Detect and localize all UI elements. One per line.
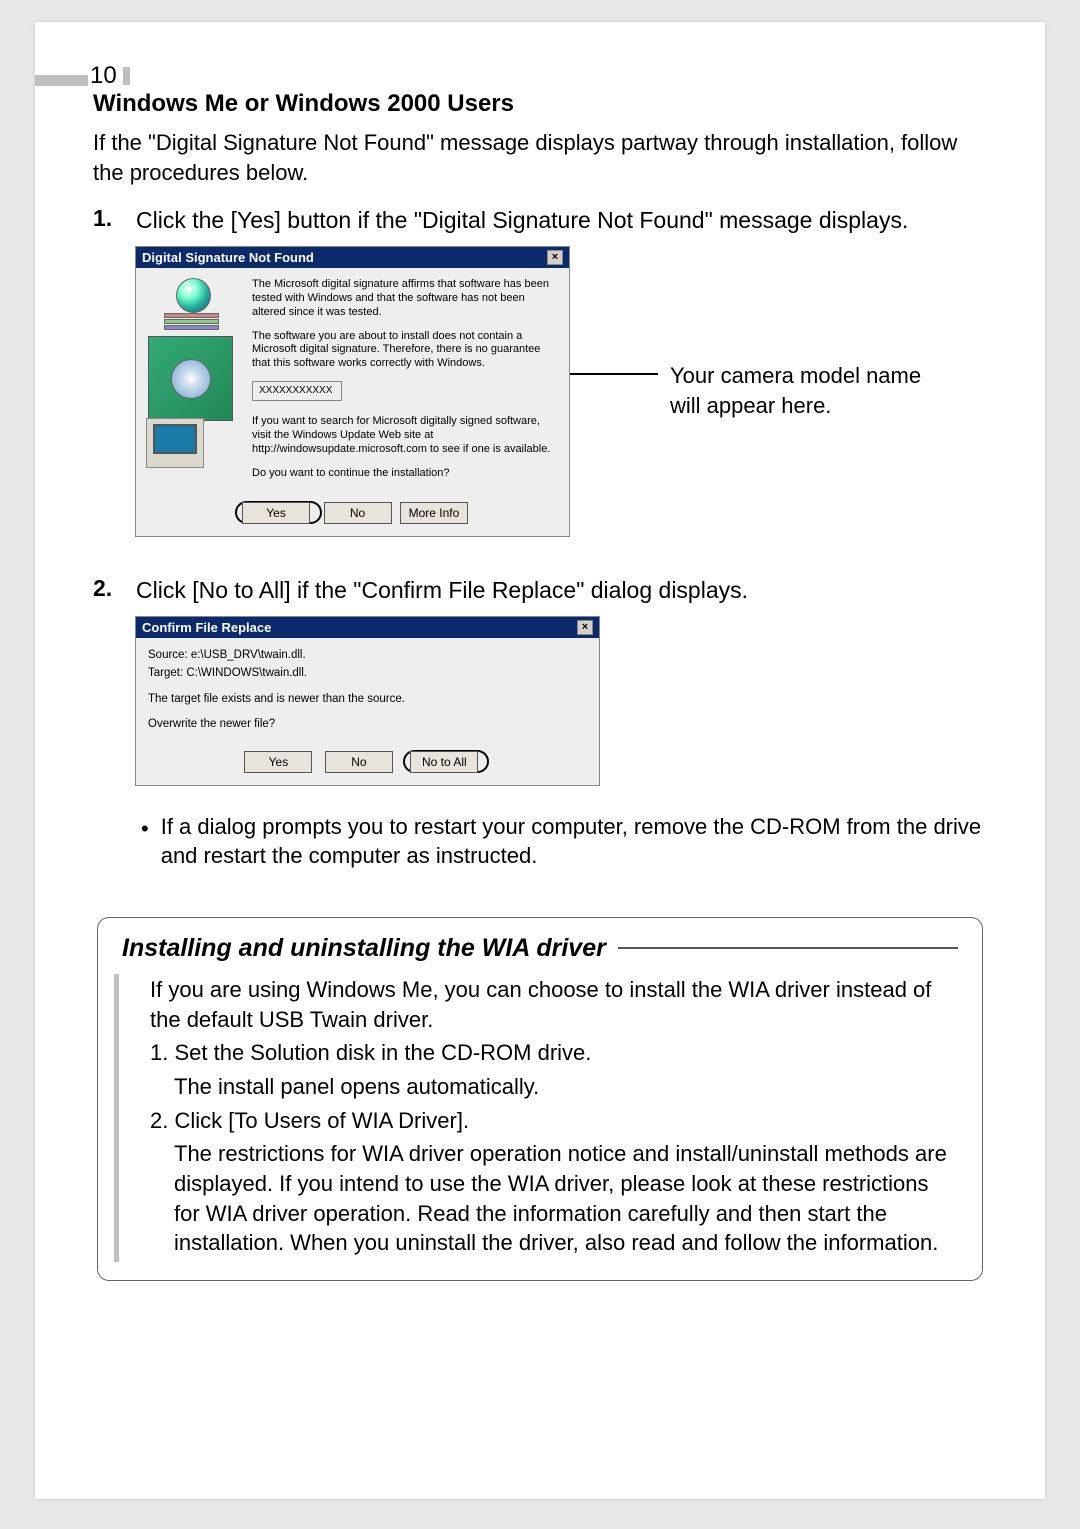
yes-button[interactable]: Yes <box>242 502 310 524</box>
dialog-button-row: Yes No No to All <box>136 751 599 785</box>
dialog-titlebar: Digital Signature Not Found × <box>136 247 569 268</box>
dialog-msg: The target file exists and is newer than… <box>148 692 587 708</box>
step-text: Click [No to All] if the "Confirm File R… <box>136 575 748 606</box>
dialog-button-row: Yes No More Info <box>136 502 569 536</box>
dialog-msg: Overwrite the newer file? <box>148 717 587 733</box>
box-step-2: 2. Click [To Users of WIA Driver]. <box>150 1106 958 1136</box>
model-name-field: XXXXXXXXXXX <box>252 381 342 402</box>
callout-line1: Your camera model name <box>670 363 921 388</box>
callout: Your camera model name will appear here. <box>570 361 987 420</box>
bullet-marker: • <box>141 814 149 871</box>
close-icon[interactable]: × <box>547 250 563 265</box>
dialog-titlebar: Confirm File Replace × <box>136 617 599 638</box>
dialog-source-line: Source: e:\USB_DRV\twain.dll. <box>148 648 587 664</box>
figure-1-wrap: Digital Signature Not Found × <box>135 246 987 537</box>
no-button[interactable]: No <box>325 751 393 773</box>
dialog-para: If you want to search for Microsoft digi… <box>252 415 559 456</box>
cd-art-icon <box>148 336 233 421</box>
box-title-rule <box>618 947 958 949</box>
dialog-para: The software you are about to install do… <box>252 330 559 371</box>
globe-icon <box>176 278 211 313</box>
box-intro: If you are using Windows Me, you can cho… <box>150 975 958 1034</box>
page-number: 10 <box>90 62 130 90</box>
page-content: Windows Me or Windows 2000 Users If the … <box>35 40 1045 1281</box>
bullet-text: If a dialog prompts you to restart your … <box>161 812 987 871</box>
step-number: 1. <box>93 205 118 236</box>
dialog-title-text: Digital Signature Not Found <box>142 250 314 265</box>
dialog-text-column: The Microsoft digital signature affirms … <box>244 278 559 490</box>
more-info-button[interactable]: More Info <box>400 502 468 524</box>
callout-line <box>570 373 658 375</box>
page-number-text: 10 <box>90 62 117 89</box>
dialog-title-text: Confirm File Replace <box>142 620 271 635</box>
step-number: 2. <box>93 575 118 606</box>
cd-disc-icon <box>171 359 211 399</box>
dialog-para: The Microsoft digital signature affirms … <box>252 278 559 319</box>
document-page: 10 Windows Me or Windows 2000 Users If t… <box>35 22 1045 1499</box>
step-2: 2. Click [No to All] if the "Confirm Fil… <box>93 575 987 606</box>
step-text: Click the [Yes] button if the "Digital S… <box>136 205 908 236</box>
intro-paragraph: If the "Digital Signature Not Found" mes… <box>93 128 987 187</box>
computer-icon <box>146 418 204 468</box>
close-icon[interactable]: × <box>577 620 593 635</box>
dialog-confirm-file-replace: Confirm File Replace × Source: e:\USB_DR… <box>135 616 600 785</box>
dialog-target-line: Target: C:\WINDOWS\twain.dll. <box>148 666 587 682</box>
page-number-mark <box>123 67 130 85</box>
callout-line2: will appear here. <box>670 393 831 418</box>
box-step-1: 1. Set the Solution disk in the CD-ROM d… <box>150 1038 958 1068</box>
box-side-accent <box>114 974 119 1262</box>
box-title: Installing and uninstalling the WIA driv… <box>122 934 606 963</box>
dialog-para: Do you want to continue the installation… <box>252 467 559 481</box>
dialog-body: The Microsoft digital signature affirms … <box>136 268 569 502</box>
box-body: If you are using Windows Me, you can cho… <box>122 975 958 1258</box>
step-1: 1. Click the [Yes] button if the "Digita… <box>93 205 987 236</box>
circled-highlight: No to All <box>403 750 489 773</box>
info-box: Installing and uninstalling the WIA driv… <box>97 917 983 1281</box>
clipart-image <box>146 278 236 468</box>
no-button[interactable]: No <box>324 502 392 524</box>
box-title-row: Installing and uninstalling the WIA driv… <box>122 934 958 963</box>
book-stack-icon <box>164 313 219 331</box>
dialog-digital-signature: Digital Signature Not Found × <box>135 246 570 537</box>
circled-highlight: Yes <box>235 501 321 524</box>
section-title: Windows Me or Windows 2000 Users <box>93 90 987 118</box>
no-to-all-button[interactable]: No to All <box>410 751 478 773</box>
page-number-bar <box>35 75 88 86</box>
dialog-body: Source: e:\USB_DRV\twain.dll. Target: C:… <box>136 638 599 750</box>
box-step-1-sub: The install panel opens automatically. <box>150 1072 958 1102</box>
dialog-clipart <box>146 278 244 490</box>
box-step-2-sub: The restrictions for WIA driver operatio… <box>150 1139 958 1258</box>
bullet-item: • If a dialog prompts you to restart you… <box>93 812 987 871</box>
callout-text: Your camera model name will appear here. <box>670 361 921 420</box>
yes-button[interactable]: Yes <box>244 751 312 773</box>
